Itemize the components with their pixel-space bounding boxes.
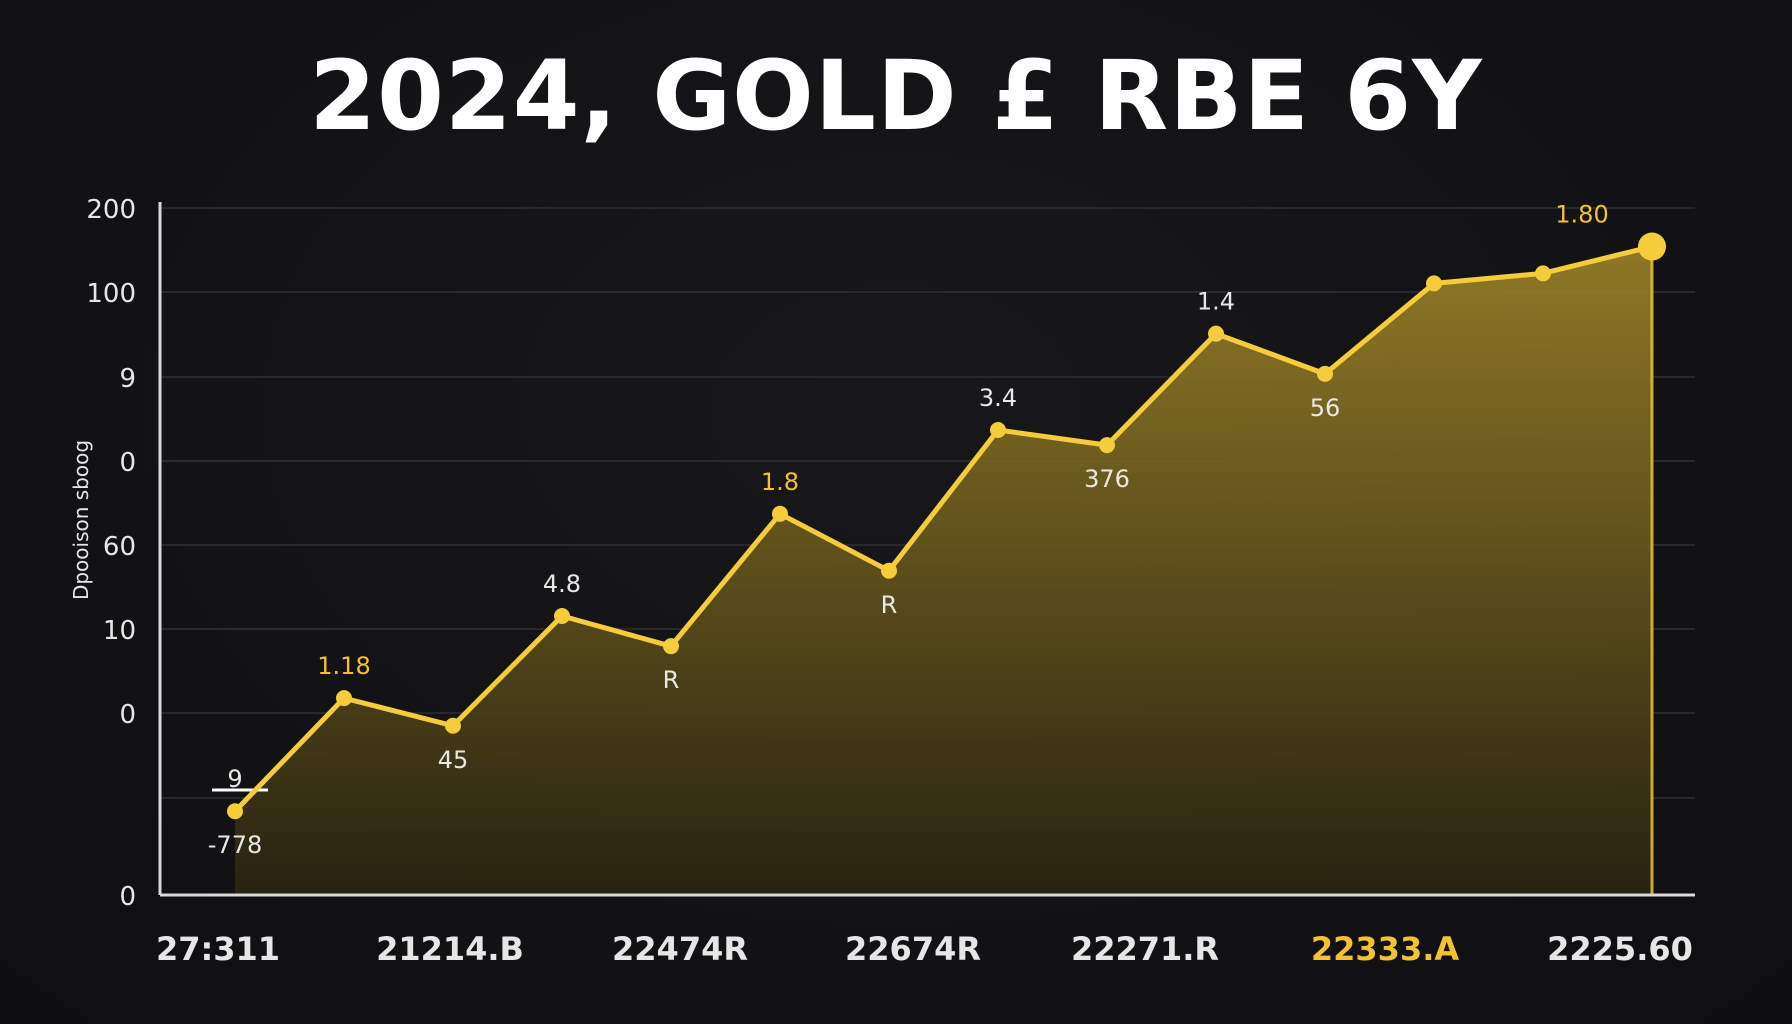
y-tick-label: 0	[119, 882, 136, 912]
data-label: 56	[1310, 394, 1341, 422]
y-tick-label: 10	[103, 616, 136, 646]
data-label: 1.8	[761, 468, 799, 496]
data-label: 4.8	[543, 570, 581, 598]
y-tick-label: 100	[86, 279, 136, 309]
data-label: R	[881, 591, 898, 619]
y-axis-label: Dpooison sboog	[69, 440, 93, 600]
data-point	[554, 608, 570, 625]
x-tick-label: 22474R	[612, 930, 748, 968]
x-tick-label: 22333.A	[1311, 930, 1459, 968]
data-label: 45	[438, 746, 469, 774]
data-point	[1099, 437, 1115, 454]
data-point	[772, 505, 788, 522]
series-line	[232, 244, 1655, 814]
area-fill	[235, 246, 1652, 895]
data-label: R	[663, 666, 680, 694]
data-point	[663, 638, 679, 655]
data-point	[990, 422, 1006, 439]
y-tick-label: 0	[119, 700, 136, 730]
data-label: 1.80	[1555, 201, 1608, 229]
data-point	[1426, 275, 1442, 292]
data-label: -778	[208, 831, 262, 859]
data-label: 1.18	[317, 652, 370, 680]
x-tick-label: 22674R	[845, 930, 981, 968]
data-point	[881, 562, 897, 579]
data-point	[1317, 365, 1333, 382]
y-tick-label: 9	[119, 364, 136, 394]
data-point-end	[1638, 232, 1666, 261]
data-label: 9	[227, 765, 242, 793]
data-point	[1535, 265, 1551, 282]
data-point	[445, 717, 461, 734]
x-tick-label: 22271.R	[1071, 930, 1219, 968]
y-tick-label: 60	[103, 532, 136, 562]
x-tick-label: 21214.B	[376, 930, 524, 968]
x-tick-label: 2225.60	[1547, 930, 1693, 968]
data-label: 3.4	[979, 384, 1017, 412]
chart-title: 2024, GOLD £ RBE 6Y	[309, 40, 1483, 152]
data-point	[336, 690, 352, 707]
y-tick-label: 200	[86, 195, 136, 225]
data-point	[1208, 325, 1224, 342]
y-tick-label: 0	[119, 448, 136, 478]
data-label: 376	[1084, 465, 1130, 493]
data-label: 1.4	[1197, 288, 1235, 316]
data-point	[227, 803, 243, 820]
x-tick-label: 27:311	[156, 930, 280, 968]
